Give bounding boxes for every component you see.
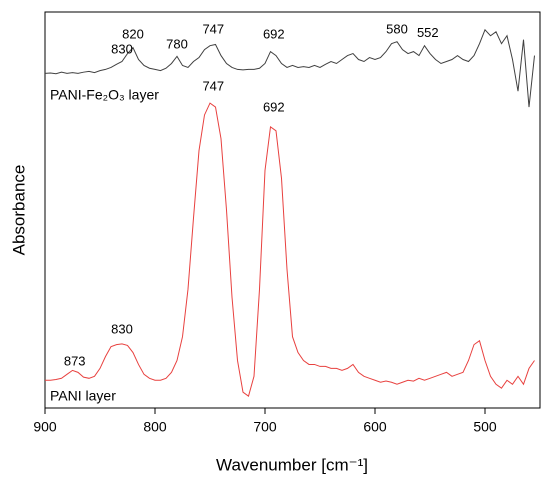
peak-label: 873 xyxy=(64,354,86,369)
x-tick-label: 500 xyxy=(473,419,497,435)
peak-label: 830 xyxy=(111,321,133,336)
spectrum-line xyxy=(45,102,535,397)
peak-label: 580 xyxy=(386,21,408,36)
x-axis-label: Wavenumber [cm⁻¹] xyxy=(216,455,368,474)
y-axis-label: Absorbance xyxy=(9,165,28,256)
x-tick-label: 800 xyxy=(143,419,167,435)
peak-label: 747 xyxy=(202,21,224,36)
peak-label: 747 xyxy=(202,79,224,94)
x-tick-label: 600 xyxy=(363,419,387,435)
series-label: PANI-Fe₂O₃ layer xyxy=(50,87,159,103)
peak-label: 692 xyxy=(263,26,285,41)
peak-label: 780 xyxy=(166,36,188,51)
peak-label: 552 xyxy=(417,25,439,40)
peak-label: 820 xyxy=(122,26,144,41)
peak-label: 830 xyxy=(111,41,133,56)
peak-label: 692 xyxy=(263,99,285,114)
series-label: PANI layer xyxy=(50,388,116,404)
x-tick-label: 900 xyxy=(33,419,57,435)
x-tick-label: 700 xyxy=(253,419,277,435)
spectrum-line xyxy=(44,28,535,108)
plot-frame xyxy=(44,11,541,409)
